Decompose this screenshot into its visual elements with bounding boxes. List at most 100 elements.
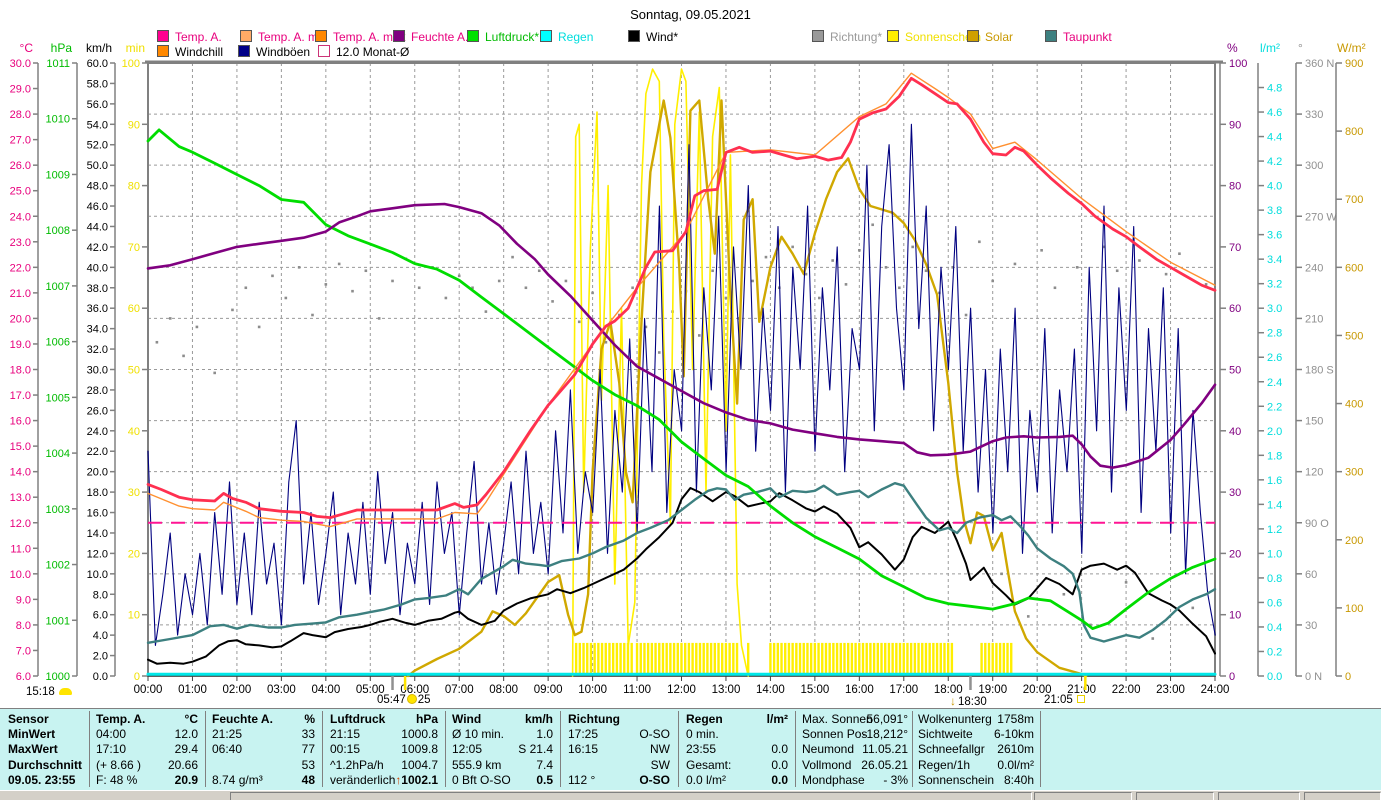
legend-label: Wind*: [646, 30, 679, 44]
legend-item-regen: Regen: [540, 30, 593, 44]
cell-label: Max. Sonnen: [802, 712, 873, 726]
axis-tick-label-lm2: 0.0: [1267, 671, 1282, 683]
axis-tick-label-min: 20: [128, 548, 140, 560]
axis-tick-label-hpa: 1004: [46, 448, 70, 460]
legend-label: Richtung*: [830, 30, 883, 44]
axis-tick-label-c: 7.0: [16, 645, 31, 657]
axis-tick-label-lm2: 3.6: [1267, 230, 1282, 242]
axis-tick-label-wm2: 700: [1345, 194, 1363, 206]
cell-label: Sensor: [8, 712, 49, 726]
table-separator: [560, 711, 561, 787]
axis-tick-label-c: 12.0: [10, 518, 31, 530]
axis-tick-label-kmh: 32.0: [87, 344, 108, 356]
series-dot-richtung: [1191, 606, 1195, 610]
axis-tick-label-kmh: 36.0: [87, 303, 108, 315]
table-row-feuchte: 21:25 33: [212, 727, 315, 742]
cell-value: S 21.4: [518, 742, 553, 757]
series-dot-richtung: [284, 296, 288, 300]
series-dot-richtung: [364, 269, 368, 273]
cell-value: 7.4: [536, 757, 553, 772]
table-row-richtung: 16:15 NW: [568, 742, 670, 757]
table-row-wetter: Sonnenschein 8:40h: [918, 773, 1034, 788]
axis-tick-label-pct: 50: [1229, 365, 1241, 377]
series-dot-richtung: [1204, 283, 1208, 286]
table-row-luftdruck: veränderlich↑ 1002.1: [330, 773, 438, 788]
axis-tick-label-lm2: 3.2: [1267, 279, 1282, 291]
cell-value: 1002.1: [401, 772, 438, 787]
table-row-mond: Neumond 11.05.21: [802, 742, 908, 757]
cell-label: 8.74 g/m³: [212, 772, 263, 787]
legend-item-richtung-: Richtung*: [812, 30, 883, 44]
table-row-luftdruck: 21:15 1000.8: [330, 727, 438, 742]
sun-cloud-icon: [58, 688, 72, 695]
axis-tick-label-deg: 180 S: [1305, 365, 1334, 377]
axis-tick-label-hpa: 1003: [46, 504, 70, 516]
legend-item-taupunkt: Taupunkt: [1045, 30, 1112, 44]
series-dot-richtung: [911, 245, 914, 249]
cell-label: (+ 8.66 ): [96, 757, 142, 772]
legend-label: Luftdruck*: [485, 30, 540, 44]
legend-label: Feuchte A.*: [411, 30, 474, 44]
legend-label: Sonnenschein: [905, 30, 982, 44]
series-dot-richtung: [711, 269, 714, 273]
series-dot-richtung: [884, 266, 888, 269]
table-row-sensor: 09.05. 23:55: [8, 773, 86, 788]
status-bar-segment: [1136, 792, 1214, 800]
axis-tick-label-c: 14.0: [10, 467, 31, 479]
axis-tick-label-kmh: 38.0: [87, 283, 108, 295]
cell-label: Mondphase: [802, 772, 865, 787]
cell-label: 0 Bft O-SO: [452, 772, 511, 787]
series-feuchte: [146, 202, 1217, 469]
cell-value: 77: [301, 742, 315, 757]
x-axis-label: 18:00: [934, 684, 963, 696]
sunrise-extra: 25: [417, 694, 431, 706]
series-dot-richtung: [644, 325, 648, 329]
cell-value: 26.05.21: [861, 757, 908, 772]
axis-tick-label-kmh: 40.0: [87, 262, 108, 274]
x-axis-label: 02:00: [223, 684, 252, 696]
axis-tick-label-pct: 100: [1229, 58, 1247, 70]
axis-tick-label-deg: 90 O: [1305, 518, 1329, 530]
table-row-wetter: Schneefallgr 2610m: [918, 742, 1034, 757]
legend-swatch-icon: [467, 30, 479, 42]
axis-tick-label-c: 6.0: [16, 671, 31, 683]
axis-tick-label-min: 50: [128, 365, 140, 377]
series-dot-richtung: [551, 300, 554, 303]
axis-unit-wm2: W/m²: [1337, 41, 1366, 55]
evening-marker-label: ↓ 18:30: [950, 694, 987, 708]
axis-tick-label-wm2: 600: [1345, 262, 1363, 274]
cell-value: 1.0: [536, 727, 553, 742]
evening-time: 18:30: [958, 696, 987, 708]
table-row-regen: Gesamt: 0.0: [686, 758, 788, 773]
series-dot-richtung: [924, 269, 928, 273]
table-separator: [678, 711, 679, 787]
series-dot-richtung: [604, 340, 608, 344]
table-row-wetter: Wolkenunterg 1758m: [918, 712, 1034, 727]
cell-label: 21:25: [212, 727, 243, 742]
cell-value: 33: [301, 727, 315, 742]
cell-value: 0.0: [771, 772, 788, 787]
x-axis-label: 17:00: [889, 684, 918, 696]
series-dot-richtung: [844, 283, 848, 286]
axis-tick-label-lm2: 1.6: [1267, 475, 1282, 487]
series-taupunkt: [146, 482, 1217, 644]
cell-label: Temp. A.: [96, 712, 146, 726]
table-row-wind: Wind km/h: [452, 712, 553, 727]
series-dot-richtung: [484, 310, 488, 313]
cell-value: 20.66: [167, 757, 198, 772]
legend-swatch-icon: [240, 30, 252, 42]
x-axis-label: 04:00: [311, 684, 340, 696]
axis-tick-label-kmh: 28.0: [87, 385, 108, 397]
legend-label: Windchill: [175, 45, 224, 59]
table-row-richtung: SW: [568, 758, 670, 773]
sunrise-label: 05:47 25: [377, 694, 431, 706]
cell-value: 1000.8: [401, 727, 438, 742]
x-axis-label: 10:00: [578, 684, 607, 696]
cell-value: NW: [650, 742, 670, 757]
axis-tick-label-kmh: 22.0: [87, 446, 108, 458]
axis-tick-label-hpa: 1006: [46, 337, 70, 349]
axis-tick-label-c: 24.0: [10, 211, 31, 223]
cell-label: 16:15: [568, 742, 599, 757]
axis-tick-label-kmh: 16.0: [87, 508, 108, 520]
